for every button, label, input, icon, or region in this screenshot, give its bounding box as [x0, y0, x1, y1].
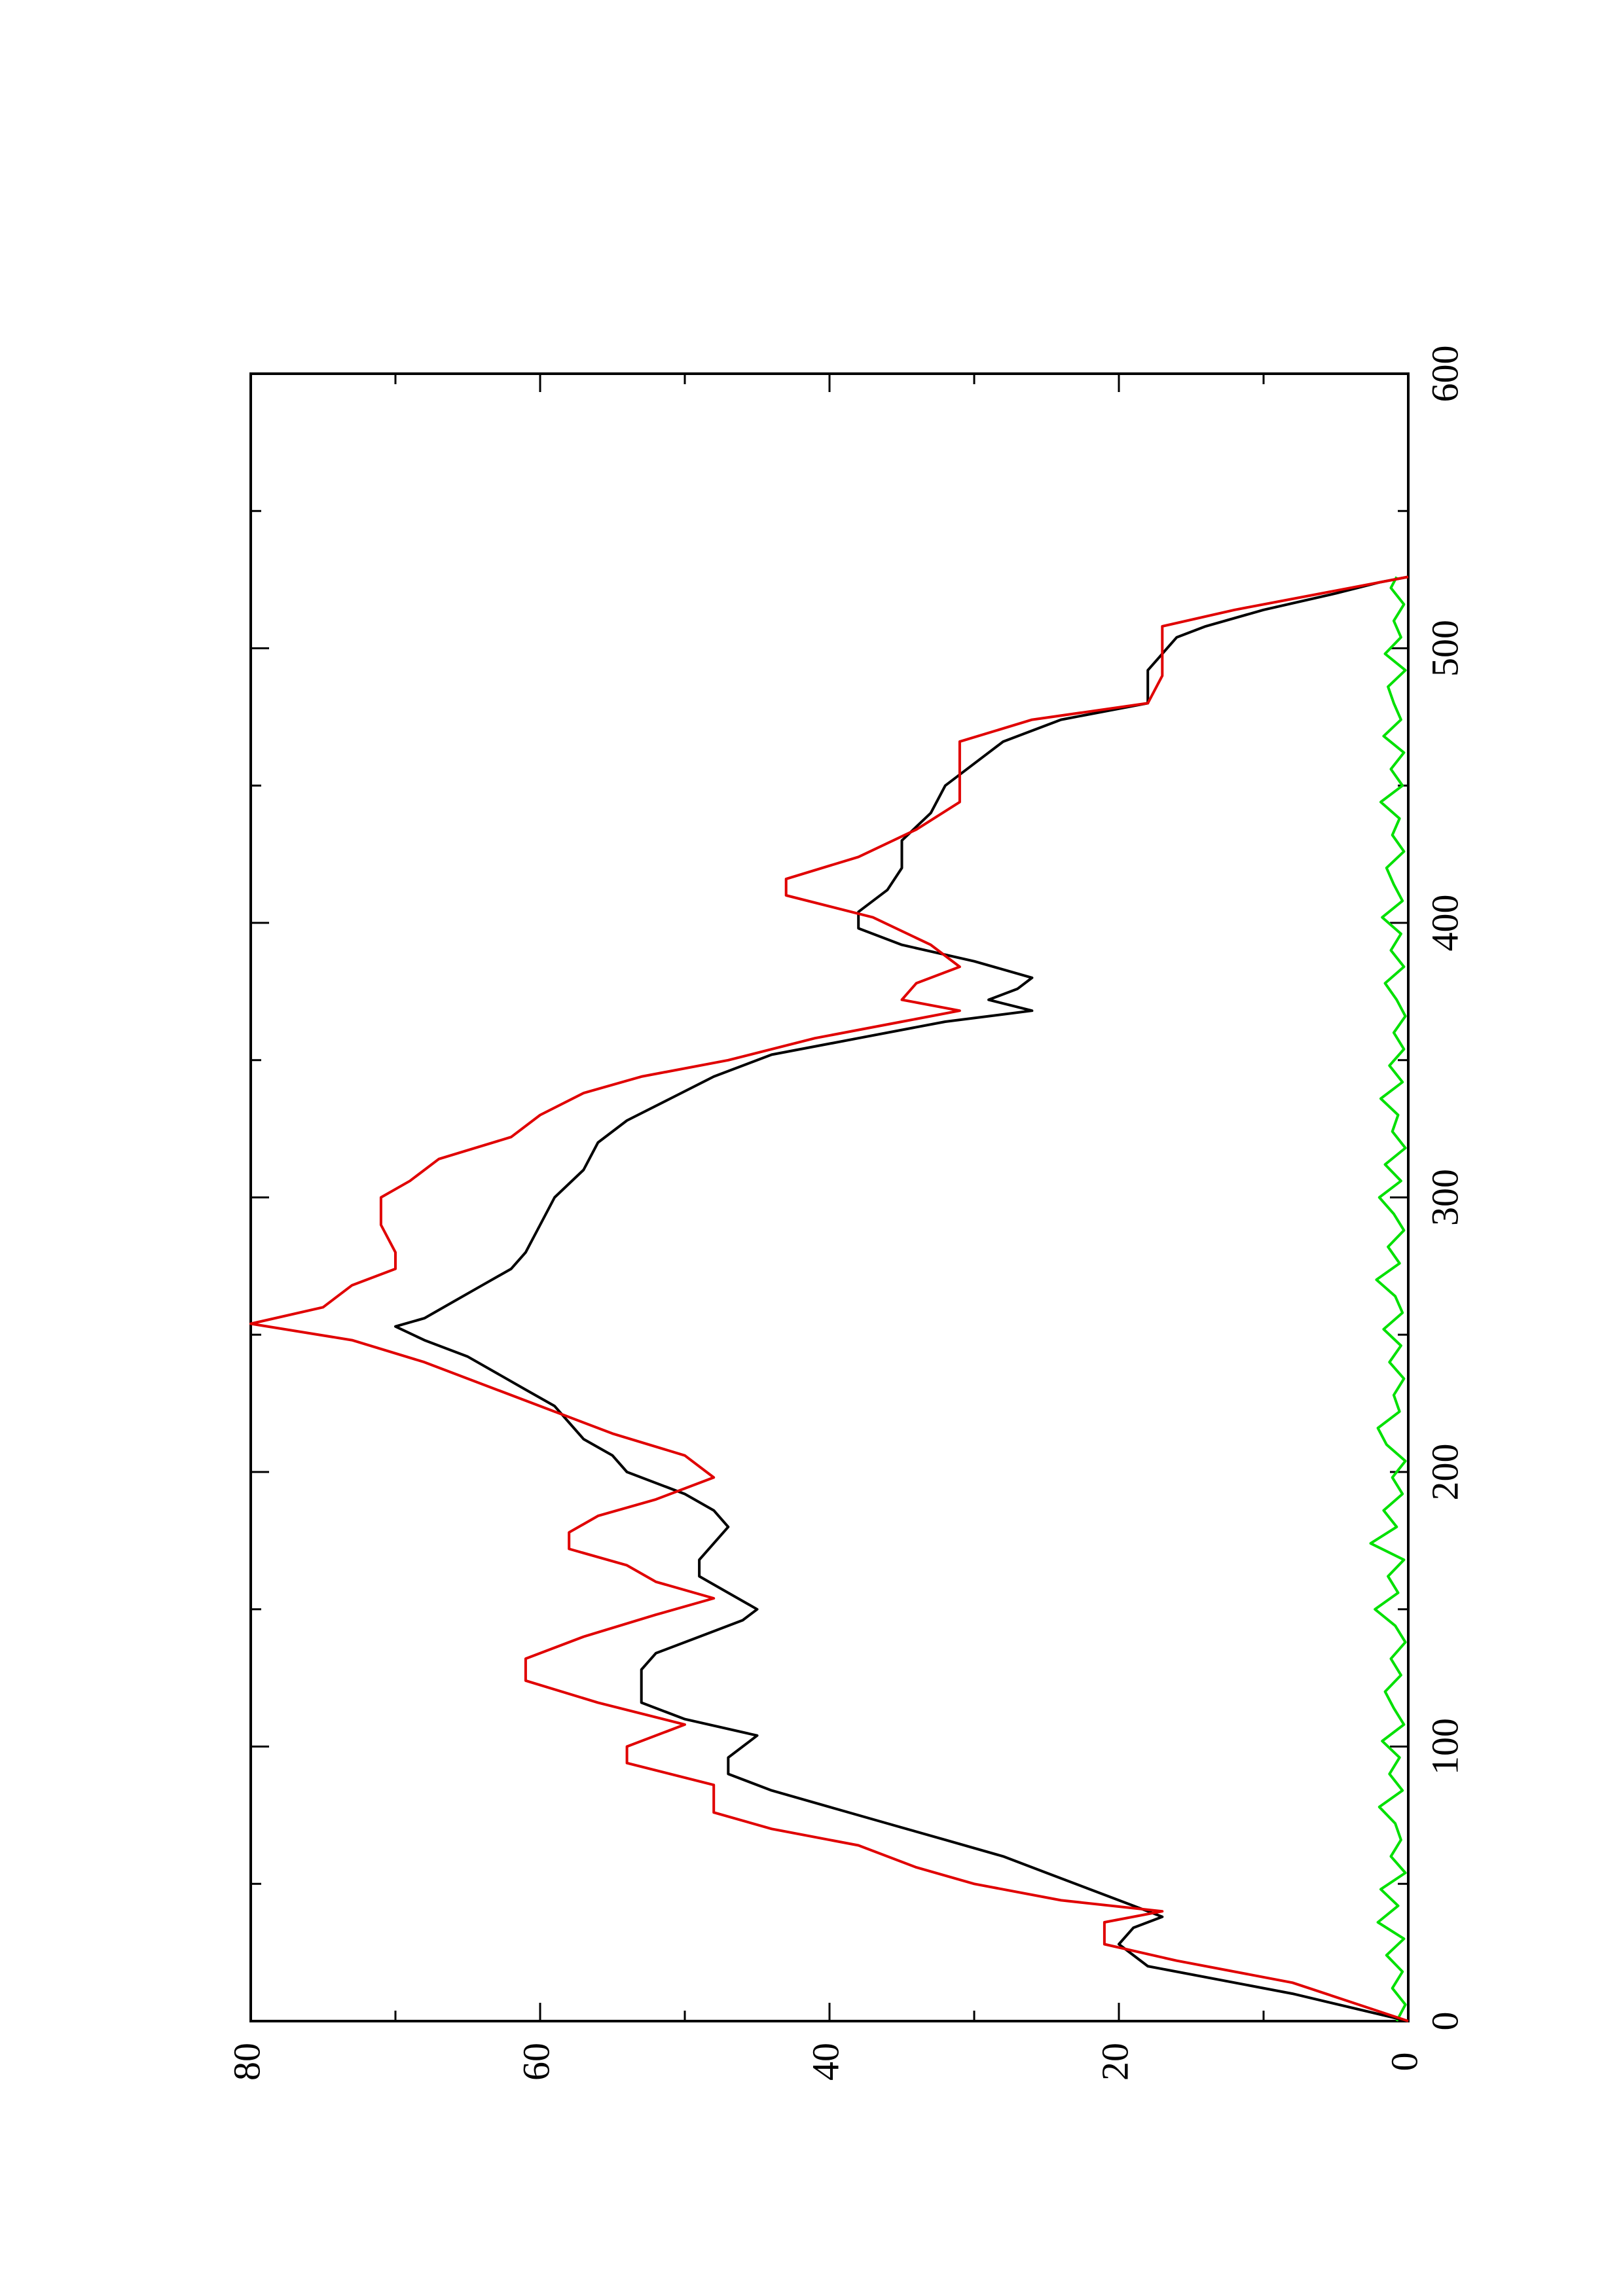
x-tick-label: 200: [1423, 1444, 1466, 1501]
x-tick-label: 400: [1423, 895, 1466, 952]
y-tick-label: 40: [804, 2043, 847, 2081]
series-line-2: [249, 575, 1409, 2022]
x-tick-label: 300: [1423, 1169, 1466, 1226]
series-line-3: [1369, 576, 1407, 2022]
plot-frame: [249, 372, 1410, 2022]
x-tick-label: 500: [1423, 620, 1466, 677]
y-tick-label: 80: [225, 2043, 268, 2081]
y-tick-label: 0: [1383, 2053, 1425, 2072]
series-line-1: [394, 575, 1409, 2022]
plot-area: 0 100 200 300 400 500 600 0 20 40 60 80: [225, 346, 1466, 2081]
x-tick-label: 0: [1423, 2012, 1466, 2031]
y-tick-label: 60: [515, 2043, 557, 2081]
x-tick-label: 100: [1423, 1718, 1466, 1775]
y-tick-label: 20: [1093, 2043, 1136, 2081]
x-tick-label: 600: [1423, 346, 1466, 403]
